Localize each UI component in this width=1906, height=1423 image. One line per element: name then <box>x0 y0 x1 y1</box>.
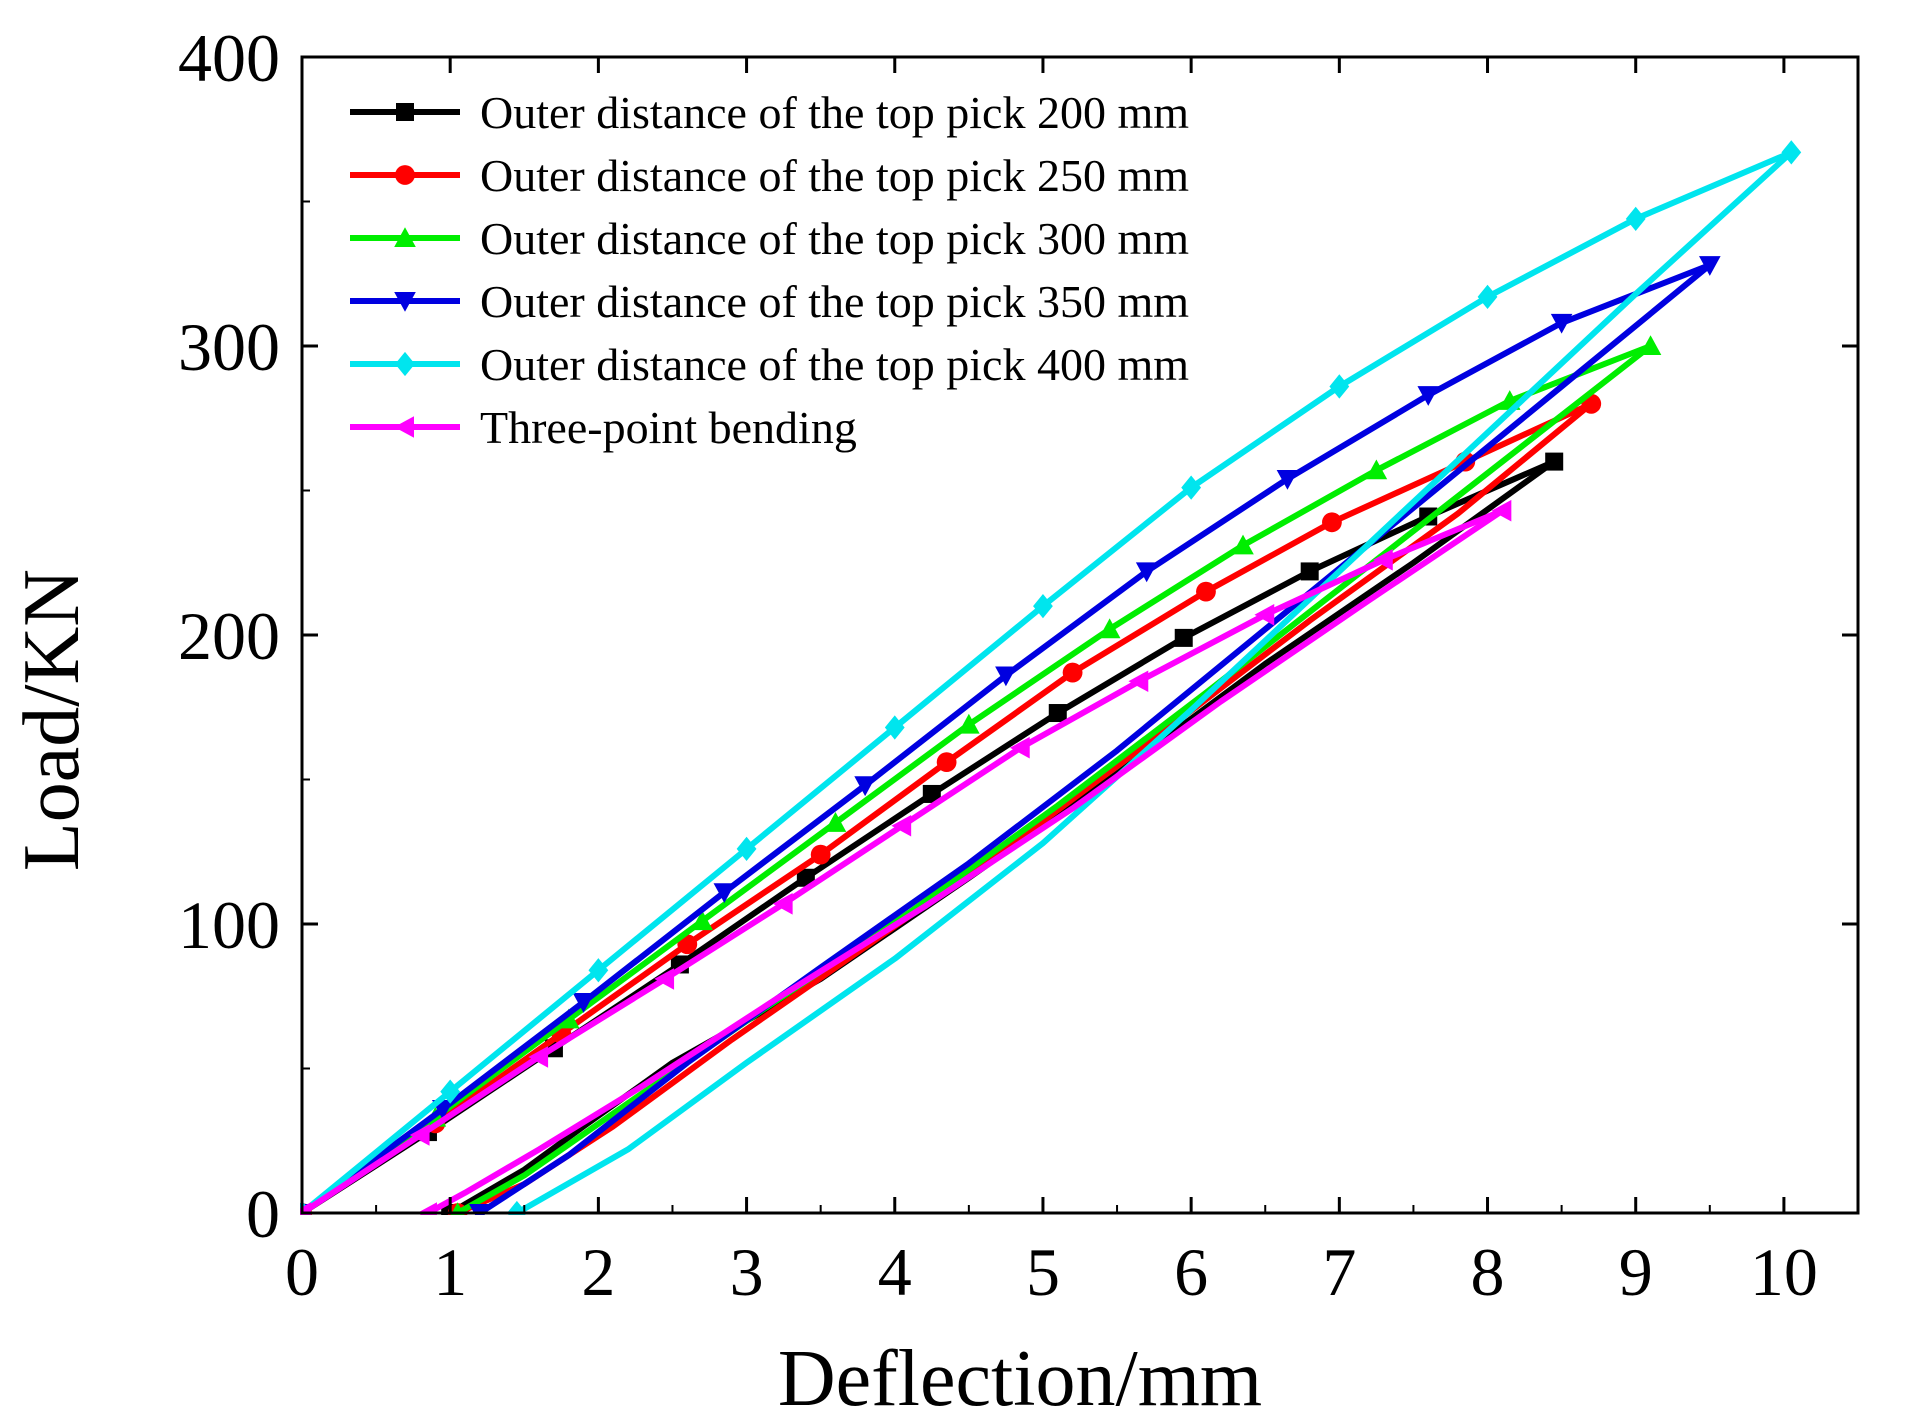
data-point <box>1128 670 1149 693</box>
data-point <box>1098 618 1121 639</box>
legend-item: Outer distance of the top pick 350 mm <box>350 276 1189 327</box>
data-point <box>1033 593 1053 619</box>
legend-item: Outer distance of the top pick 200 mm <box>350 87 1189 138</box>
legend-label: Outer distance of the top pick 200 mm <box>480 87 1189 138</box>
data-point <box>1322 512 1342 533</box>
x-tick-label: 10 <box>1750 1234 1818 1310</box>
data-point <box>691 910 713 931</box>
data-point <box>1009 736 1030 759</box>
series-unloading-line <box>425 507 1506 1215</box>
data-point <box>1639 335 1662 355</box>
legend-item: Outer distance of the top pick 250 mm <box>350 150 1189 201</box>
legend-item: Outer distance of the top pick 400 mm <box>350 339 1189 390</box>
x-tick-label: 0 <box>285 1234 319 1310</box>
x-tick-label: 9 <box>1619 1234 1653 1310</box>
data-point <box>409 1124 430 1146</box>
data-point <box>1254 603 1275 626</box>
series-4 <box>300 256 1721 1215</box>
legend-label: Outer distance of the top pick 300 mm <box>480 213 1189 264</box>
data-point <box>824 812 847 832</box>
data-point <box>922 784 941 803</box>
legend-marker <box>395 165 415 185</box>
data-point <box>572 993 595 1013</box>
data-point <box>440 1079 461 1104</box>
data-point <box>1062 662 1083 683</box>
data-point <box>1550 313 1573 334</box>
data-point <box>936 752 957 773</box>
data-point <box>958 713 980 734</box>
data-point <box>1491 499 1512 522</box>
x-tick-label: 7 <box>1322 1234 1356 1310</box>
data-point <box>528 1046 549 1068</box>
legend-marker <box>394 416 414 438</box>
legend-marker <box>394 292 416 312</box>
x-axis-title: Deflection/mm <box>778 1335 1262 1423</box>
data-point <box>1365 459 1388 480</box>
data-point <box>1329 374 1350 399</box>
data-point <box>1625 206 1646 231</box>
data-point <box>1699 256 1721 276</box>
data-point <box>1181 475 1202 500</box>
series-layer <box>300 140 1802 1215</box>
y-tick-label: 400 <box>178 20 280 96</box>
data-point <box>713 883 736 904</box>
data-point <box>1781 140 1802 165</box>
x-tick-label: 3 <box>730 1234 764 1310</box>
legend-item: Three-point bending <box>350 402 857 453</box>
data-point <box>1232 534 1254 555</box>
x-tick-label: 6 <box>1174 1234 1208 1310</box>
data-point <box>1477 284 1498 310</box>
data-point <box>1300 562 1319 581</box>
data-point <box>736 836 757 862</box>
data-point <box>654 968 675 990</box>
data-point <box>1276 469 1299 490</box>
legend-marker <box>396 103 414 121</box>
data-point <box>884 715 905 740</box>
data-point <box>1196 581 1216 602</box>
legend-marker <box>394 227 416 247</box>
data-point <box>772 892 793 915</box>
legend-label: Outer distance of the top pick 400 mm <box>480 339 1189 390</box>
data-point <box>1545 452 1564 471</box>
y-tick-label: 300 <box>178 309 280 385</box>
data-point <box>506 1200 527 1215</box>
x-tick-label: 1 <box>433 1234 467 1310</box>
legend: Outer distance of the top pick 200 mm Out… <box>350 87 1189 453</box>
data-point <box>1135 562 1158 583</box>
data-point <box>557 1008 580 1029</box>
series-6 <box>300 499 1512 1215</box>
x-tick-label: 8 <box>1471 1234 1505 1310</box>
data-point <box>1372 549 1393 571</box>
data-point <box>588 958 609 983</box>
y-tick-label: 200 <box>178 598 280 674</box>
legend-marker <box>395 351 415 377</box>
legend-label: Three-point bending <box>480 402 857 453</box>
y-axis-title: Load/KN <box>8 569 96 871</box>
data-point <box>810 844 831 865</box>
data-point <box>995 666 1017 687</box>
axis-ticks <box>300 55 1858 1215</box>
data-point <box>796 868 815 887</box>
y-tick-label: 100 <box>178 887 280 963</box>
y-tick-label: 0 <box>246 1176 280 1252</box>
data-point <box>1048 704 1067 723</box>
data-point <box>891 814 912 837</box>
legend-item: Outer distance of the top pick 300 mm <box>350 213 1189 264</box>
data-point <box>1174 628 1193 647</box>
series-unloading-line <box>476 262 1713 1215</box>
data-point <box>854 776 876 797</box>
series-unloading-line <box>454 343 1654 1215</box>
legend-label: Outer distance of the top pick 250 mm <box>480 150 1189 201</box>
x-tick-label: 2 <box>581 1234 615 1310</box>
x-tick-label: 5 <box>1026 1234 1060 1310</box>
x-tick-label: 4 <box>878 1234 912 1310</box>
data-point <box>1417 386 1440 406</box>
legend-label: Outer distance of the top pick 350 mm <box>480 276 1189 327</box>
